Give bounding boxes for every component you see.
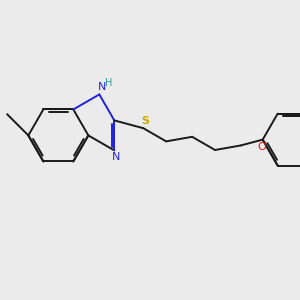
Text: N: N [112, 152, 121, 163]
Text: N: N [98, 82, 106, 92]
Text: O: O [257, 142, 266, 152]
Text: S: S [141, 116, 149, 126]
Text: H: H [105, 78, 112, 88]
